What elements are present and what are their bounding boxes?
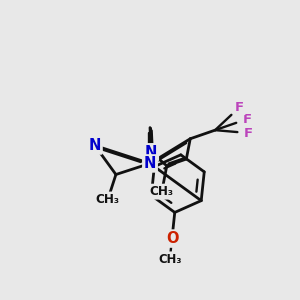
Text: O: O bbox=[166, 231, 178, 246]
Text: F: F bbox=[242, 112, 251, 126]
Text: N: N bbox=[144, 156, 156, 171]
Text: F: F bbox=[235, 100, 244, 114]
Text: CH₃: CH₃ bbox=[150, 185, 174, 198]
Text: F: F bbox=[244, 127, 253, 140]
Text: CH₃: CH₃ bbox=[96, 193, 120, 206]
Text: CH₃: CH₃ bbox=[158, 253, 181, 266]
Text: N: N bbox=[89, 138, 101, 153]
Text: N: N bbox=[145, 145, 157, 160]
